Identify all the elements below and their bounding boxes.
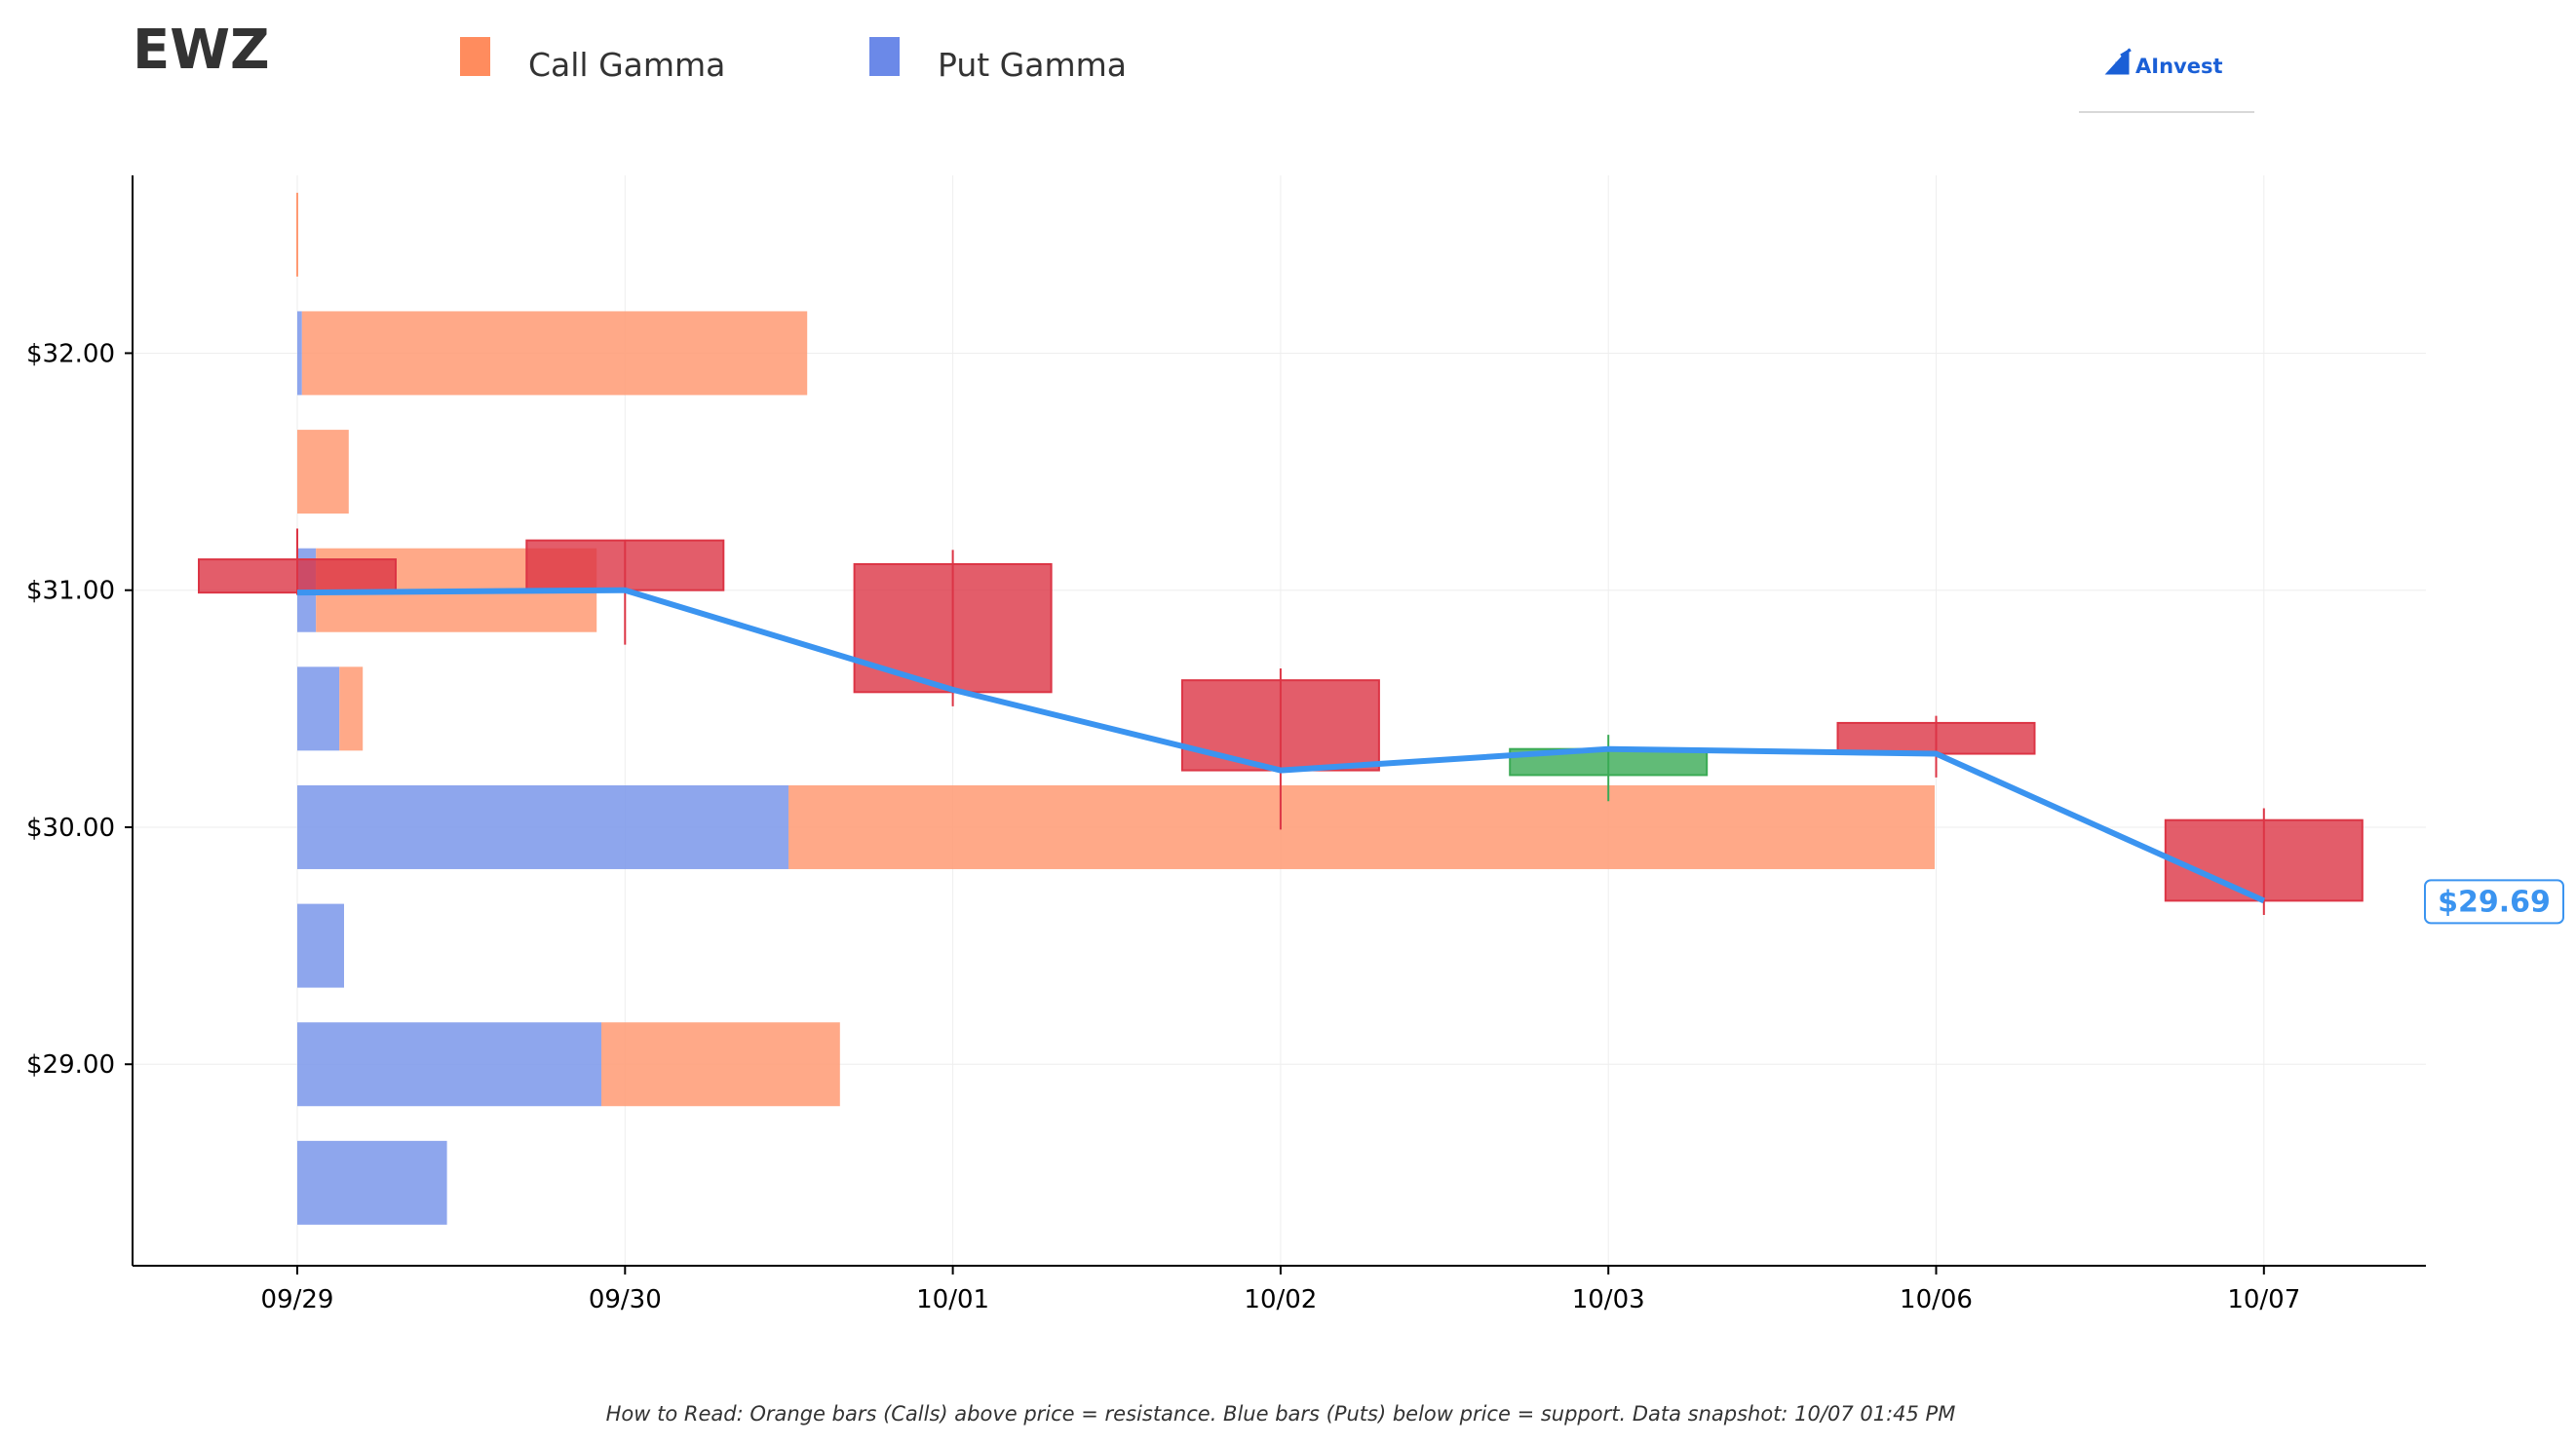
x-tick-label: 10/06 [1900,1285,1973,1314]
call-gamma-bar [297,430,349,514]
y-tick-label: $31.00 [26,577,115,606]
candle-body [2164,818,2364,902]
x-tick-label: 10/07 [2227,1285,2300,1314]
brand-name: AInvest [2135,55,2223,78]
candle-body [1180,679,1380,772]
candle-body [525,539,725,591]
chart-title: EWZ [133,19,270,82]
put-gamma-bar [297,903,344,988]
gamma-bars [296,192,1935,1225]
legend-item-call-gamma[interactable]: Call Gamma [460,37,725,84]
put-gamma-bar [297,666,340,751]
brand-logo: AInvest [2079,48,2254,113]
legend-label-put-gamma: Put Gamma [938,46,1127,84]
price-tag-label: $29.69 [2438,885,2551,919]
put-gamma-bar [297,1022,601,1107]
close-price-line [296,587,2266,904]
price-tag-box [2424,879,2564,925]
legend: Call Gamma Put Gamma [460,37,1127,84]
call-gamma-bar [339,666,364,751]
footnote: How to Read: Orange bars (Calls) above p… [606,1402,1956,1426]
close-line [296,587,2266,904]
candle-body [1836,721,2036,755]
ainvest-logo-icon [2104,48,2132,75]
call-gamma-bar [601,1022,840,1107]
axes: $29.00 $30.00 $31.00 $32.00 09/29 09/30 10/01 1… [26,175,2426,1314]
call-gamma-swatch [460,37,490,76]
y-tick-label: $32.00 [26,339,115,368]
candle-body [198,558,397,594]
x-tick-label: 10/03 [1572,1285,1645,1314]
x-tick-label: 09/30 [589,1285,662,1314]
legend-label-call-gamma: Call Gamma [528,46,725,84]
put-gamma-bar [297,1140,447,1225]
current-price-tag: $29.69 [2424,879,2564,925]
put-gamma-bar [297,784,788,869]
y-tick-label: $30.00 [26,814,115,843]
x-tick-label: 09/29 [261,1285,334,1314]
call-gamma-bar [788,784,1935,869]
legend-item-put-gamma[interactable]: Put Gamma [869,37,1127,84]
x-tick-label: 10/01 [916,1285,989,1314]
put-gamma-swatch [869,37,900,76]
put-gamma-bar [297,311,302,396]
y-tick-label: $29.00 [26,1050,115,1080]
candle-body [853,562,1053,694]
call-gamma-bar [301,311,808,396]
x-tick-label: 10/02 [1244,1285,1317,1314]
chart-header: EWZ Call Gamma Put Gamma AInvest [133,19,2254,113]
